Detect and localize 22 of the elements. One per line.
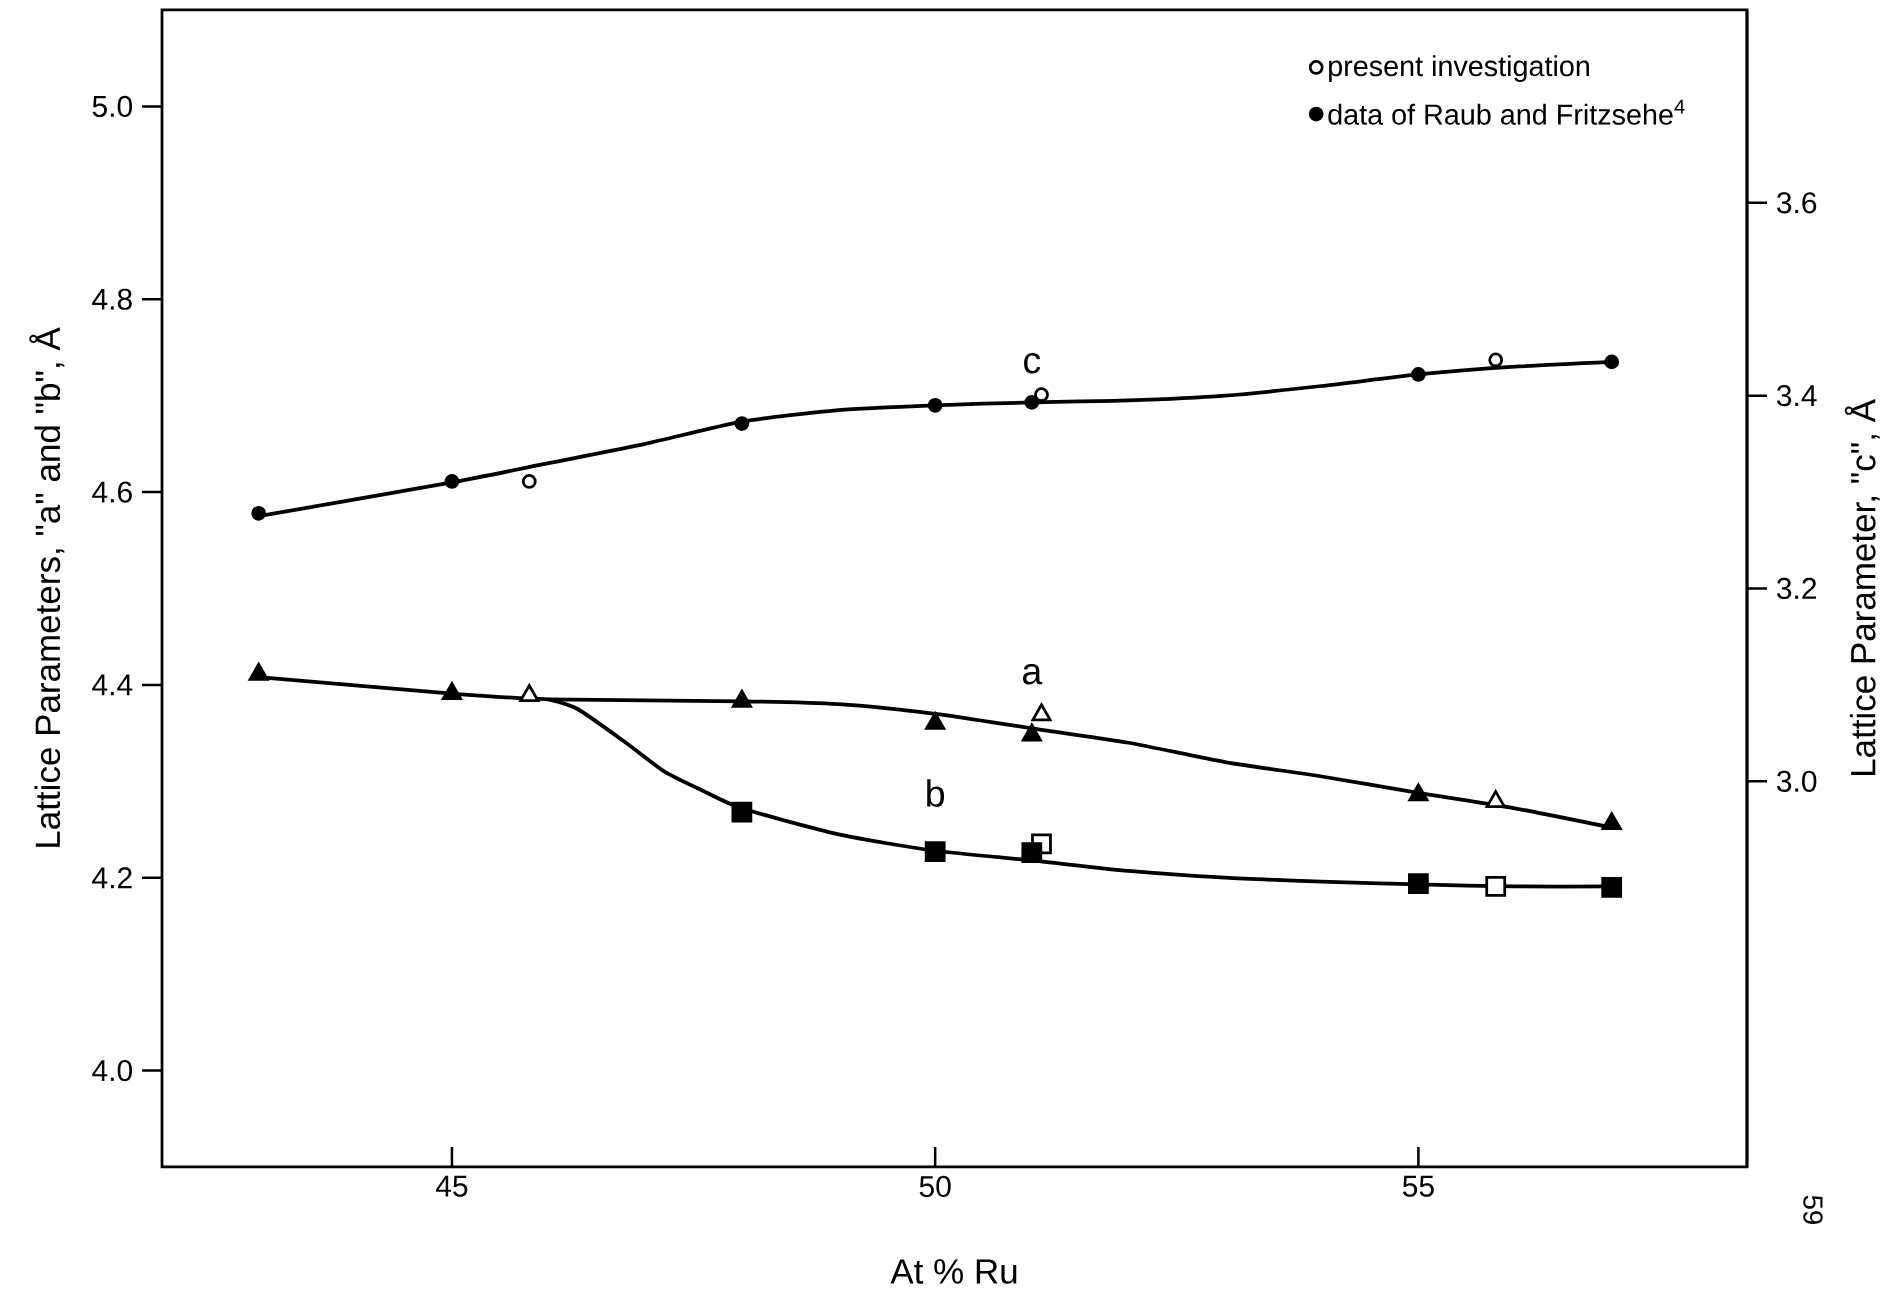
y2-tick-label: 3.4: [1776, 385, 1817, 407]
annotation: b: [927, 779, 945, 807]
y-tick-label: 4.0: [92, 1059, 133, 1082]
legend-label: present investigation: [1329, 55, 1589, 82]
annotation: c: [1024, 353, 1041, 374]
y2-tick-label: 3.2: [1776, 577, 1817, 600]
y-tick-label: 5.0: [92, 95, 133, 117]
x-tick-label: 45: [435, 1175, 468, 1197]
y2-tick-label: 3.6: [1776, 192, 1817, 214]
y-tick-label: 4.8: [92, 288, 132, 310]
x-tick-label: 55: [1402, 1175, 1434, 1197]
annotation: a: [1023, 663, 1043, 685]
legend-label: data of Raub and Fritzsehe$^{4}$: [1328, 99, 1685, 125]
y-axis-title: Lattice Parameters, "a" and "b", Å: [29, 327, 65, 847]
y2-axis-title: Lattice Parameter, "c", Å: [1844, 399, 1880, 776]
x-axis-title: At % Ru: [890, 1259, 1017, 1284]
text: 59: [1803, 1195, 1823, 1224]
x-tick-label: 50: [919, 1175, 951, 1198]
y-tick-label: 4.2: [92, 867, 132, 889]
y-tick-label: 4.4: [92, 674, 133, 696]
y2-tick-label: 3.0: [1776, 770, 1817, 792]
y-tick-label: 4.6: [92, 481, 132, 503]
